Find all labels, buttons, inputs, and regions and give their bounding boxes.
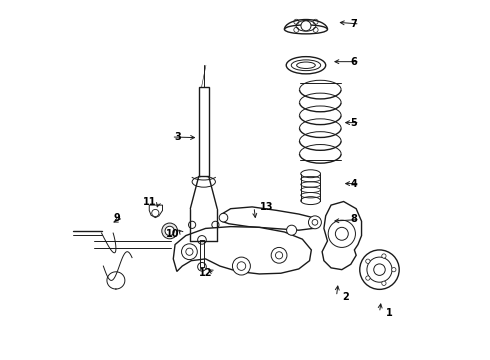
Bar: [199, 87, 209, 176]
Circle shape: [392, 267, 396, 272]
Circle shape: [197, 235, 206, 244]
Circle shape: [382, 254, 386, 258]
Circle shape: [366, 276, 370, 280]
Text: 6: 6: [350, 57, 357, 67]
Text: 11: 11: [143, 197, 156, 207]
Text: 9: 9: [114, 213, 121, 222]
Circle shape: [360, 250, 399, 289]
Circle shape: [301, 21, 311, 31]
Circle shape: [382, 281, 386, 285]
Circle shape: [197, 262, 206, 271]
Polygon shape: [221, 207, 320, 230]
Circle shape: [287, 225, 296, 235]
Circle shape: [309, 216, 321, 229]
Text: 5: 5: [350, 118, 357, 128]
Text: 7: 7: [350, 19, 357, 29]
Circle shape: [374, 264, 385, 275]
Circle shape: [181, 244, 197, 260]
Circle shape: [366, 259, 370, 264]
Circle shape: [335, 227, 348, 240]
Text: 8: 8: [350, 215, 357, 224]
Circle shape: [367, 257, 392, 282]
Circle shape: [328, 220, 355, 247]
Circle shape: [152, 210, 159, 217]
Circle shape: [232, 257, 250, 275]
Circle shape: [189, 221, 196, 228]
Circle shape: [212, 221, 219, 228]
Polygon shape: [149, 205, 163, 218]
Circle shape: [186, 248, 193, 255]
Text: 4: 4: [350, 179, 357, 189]
Circle shape: [237, 262, 245, 270]
Text: 12: 12: [198, 268, 212, 278]
Text: 13: 13: [260, 202, 273, 212]
Circle shape: [165, 226, 174, 235]
Text: 1: 1: [386, 308, 392, 318]
Text: 2: 2: [343, 292, 349, 302]
Circle shape: [219, 213, 228, 222]
Text: 3: 3: [174, 132, 181, 142]
Circle shape: [271, 247, 287, 263]
Circle shape: [312, 220, 318, 225]
Circle shape: [275, 252, 283, 259]
Circle shape: [162, 223, 177, 239]
Polygon shape: [322, 202, 362, 270]
Text: 10: 10: [166, 229, 180, 239]
Polygon shape: [173, 226, 311, 274]
